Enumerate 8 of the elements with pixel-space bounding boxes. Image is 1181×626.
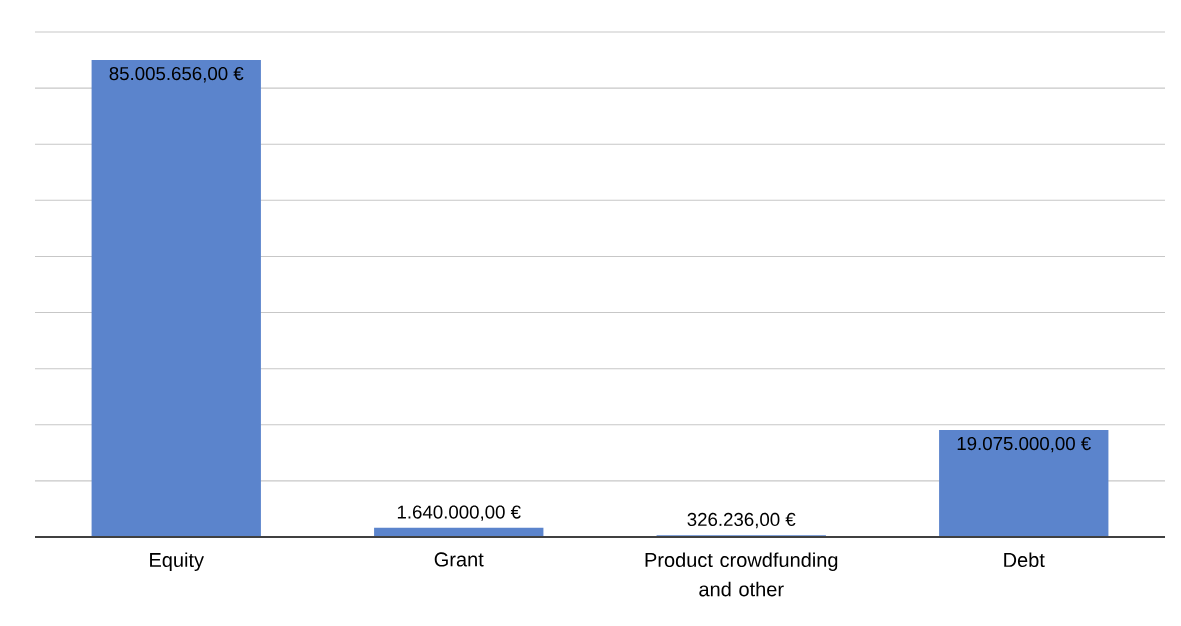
data-label: 1.640.000,00 €: [397, 505, 521, 521]
x-tick-label: Grant: [434, 552, 484, 567]
x-tick-label: Debt: [1004, 552, 1045, 568]
data-label: 19.075.000,00 €: [957, 436, 1091, 453]
data-label: 326.236,00 €: [687, 512, 796, 529]
x-tick-label: Equity: [150, 552, 204, 572]
x-tick-label: Product crowdfunding and other: [645, 552, 838, 597]
data-label: 85.005.656,00 €: [109, 66, 244, 83]
